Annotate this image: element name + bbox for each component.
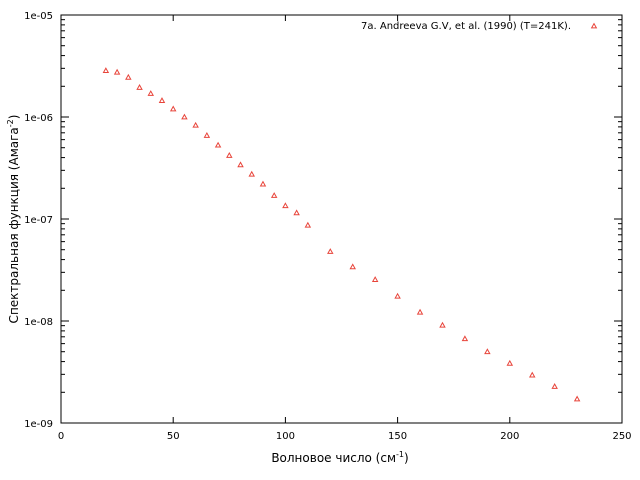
data-point — [528, 371, 536, 378]
data-point — [371, 276, 379, 282]
data-point — [484, 348, 491, 355]
data-point — [192, 121, 199, 128]
data-point — [147, 90, 155, 96]
data-point — [136, 83, 143, 90]
legend-marker — [590, 22, 598, 29]
x-tick-label: 150 — [388, 431, 407, 442]
plot-frame — [60, 14, 623, 424]
data-point — [102, 67, 110, 74]
data-point — [394, 292, 401, 299]
x-tick-label: 250 — [612, 431, 631, 442]
x-axis-ticks: 0 50 100 150 200 250 — [58, 15, 632, 442]
data-point — [439, 321, 446, 328]
data-point — [270, 192, 278, 198]
data-point — [158, 97, 166, 103]
y-tick-label: 1e-07 — [24, 215, 53, 226]
data-point — [125, 73, 132, 80]
y-tick-label: 1e-09 — [24, 419, 53, 430]
data-point — [304, 221, 312, 228]
data-point — [551, 383, 558, 389]
data-point — [169, 105, 177, 112]
legend-label: 7a. Andreeva G.V, et al. (1990) (T=241K)… — [361, 21, 571, 32]
y-tick-label: 1e-08 — [24, 317, 53, 328]
x-tick-label: 50 — [167, 431, 180, 442]
x-tick-label: 100 — [276, 431, 295, 442]
data-point — [282, 202, 289, 209]
data-point — [113, 68, 121, 75]
x-tick-label: 200 — [500, 431, 519, 442]
data-point — [416, 308, 424, 315]
plot-border — [60, 14, 623, 424]
y-tick-label: 1e-05 — [24, 11, 53, 22]
data-point — [226, 151, 233, 158]
data-point — [327, 248, 334, 254]
data-point — [293, 209, 300, 216]
data-point — [181, 113, 188, 120]
legend: 7a. Andreeva G.V, et al. (1990) (T=241K)… — [361, 21, 598, 32]
data-point — [573, 395, 581, 402]
data-point — [349, 263, 356, 270]
y-axis-ticks: 1e-09 1e-08 1e-07 1e-06 1e-05 — [24, 11, 622, 430]
data-point — [237, 161, 244, 168]
data-point — [203, 131, 211, 138]
data-point — [248, 170, 255, 177]
data-point — [506, 359, 514, 366]
data-point — [214, 141, 222, 148]
x-axis-title: Волновое число (см-1) — [271, 450, 408, 465]
x-tick-label: 0 — [58, 431, 64, 442]
data-point — [259, 180, 267, 187]
data-point — [461, 335, 469, 342]
y-axis-title: Спектральная функция (Амага-2) — [6, 115, 21, 324]
y-tick-label: 1e-06 — [24, 113, 53, 124]
data-points — [102, 67, 581, 402]
